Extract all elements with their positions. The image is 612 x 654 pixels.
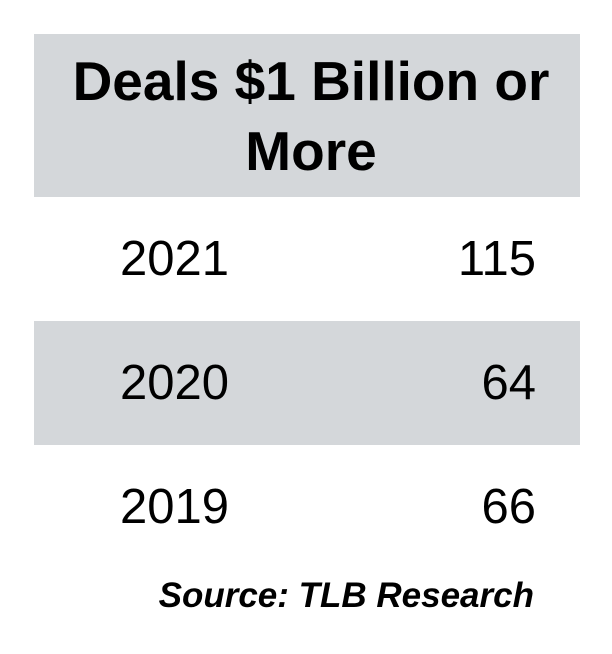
table-row: 2020 64 xyxy=(34,321,580,445)
year-cell: 2019 xyxy=(120,479,230,534)
table-row: 2019 66 xyxy=(34,445,580,569)
year-cell: 2021 xyxy=(120,231,230,286)
deals-table: Deals $1 Billion or More 2021 115 2020 64 20… xyxy=(34,34,580,569)
deal-count-cell: 115 xyxy=(457,231,536,286)
table-header: Deals $1 Billion or More xyxy=(34,34,580,197)
source-note: Source: TLB Research xyxy=(158,576,534,615)
year-cell: 2020 xyxy=(120,355,230,410)
table-body: 2021 115 2020 64 2019 66 xyxy=(34,197,580,569)
table-row: 2021 115 xyxy=(34,197,580,321)
deal-count-cell: 66 xyxy=(481,479,536,534)
deal-count-cell: 64 xyxy=(481,355,536,410)
table-title: Deals $1 Billion or More xyxy=(72,49,550,182)
